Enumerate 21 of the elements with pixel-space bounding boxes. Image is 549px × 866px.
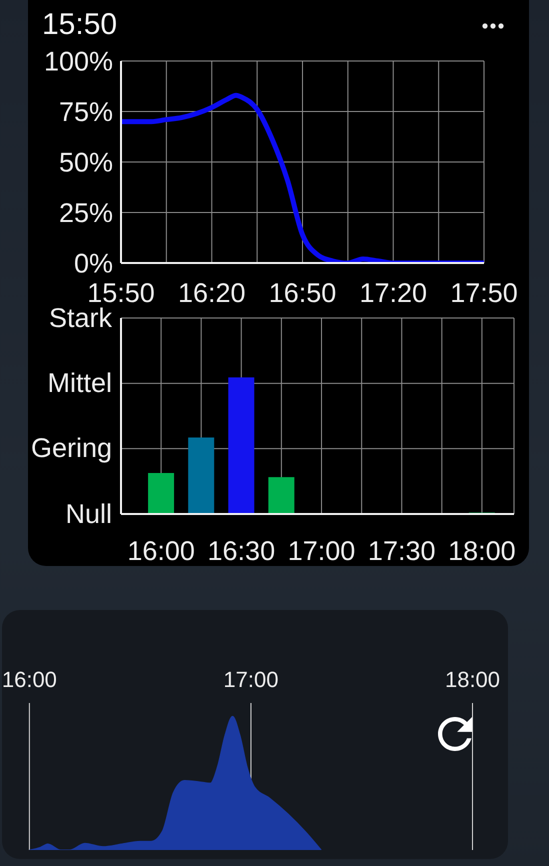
x-tick-label: 16:30 <box>208 536 276 566</box>
chart-title: 15:50 <box>42 8 118 41</box>
x-tick-label: 16:50 <box>268 278 336 308</box>
x-tick-label: 18:00 <box>448 536 516 566</box>
y-tick-label: 25% <box>58 198 113 228</box>
y-tick-label: 75% <box>58 97 113 128</box>
x-tick-label: 16:20 <box>178 278 246 308</box>
text: Gering <box>30 432 112 465</box>
text: Mittel <box>46 367 112 400</box>
y-tick-label: 50% <box>58 148 113 178</box>
x-tick-label: 16:00 <box>2 667 57 692</box>
x-tick-label: 17:30 <box>368 536 436 566</box>
y-tick-label: 100% <box>44 46 113 77</box>
x-tick-label: 18:00 <box>444 667 500 692</box>
y-tick-label: 0% <box>74 248 113 279</box>
x-tick-label: 17:20 <box>359 278 428 308</box>
x-tick-label: 16:00 <box>127 536 195 566</box>
x-tick-label: 17:00 <box>288 536 356 566</box>
x-tick-label: 17:00 <box>223 667 278 692</box>
x-tick-label: 17:50 <box>450 278 518 308</box>
text: Null <box>64 498 112 530</box>
